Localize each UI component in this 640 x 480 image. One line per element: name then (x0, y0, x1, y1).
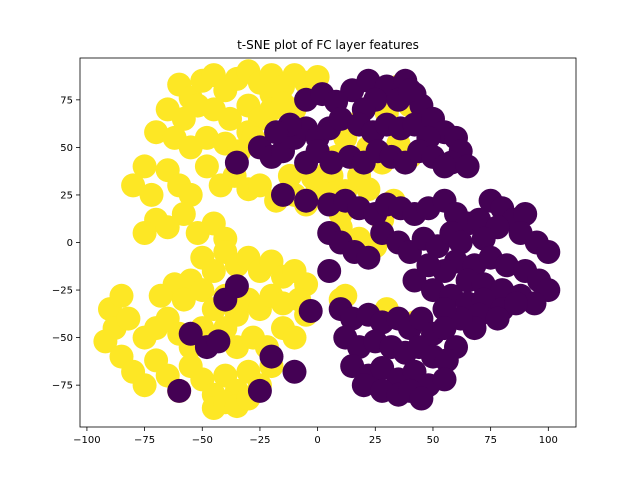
scatter-point-s0-83 (93, 329, 118, 354)
scatter-point-s0-48 (277, 163, 302, 188)
scatter-point-s1-112 (432, 316, 457, 341)
scatter-point-s1-100 (485, 306, 510, 331)
scatter-point-s1-92 (402, 268, 427, 293)
scatter-point-s0-38 (194, 154, 219, 179)
scatter-point-s0-70 (190, 278, 215, 303)
scatter-point-s0-100 (132, 373, 157, 398)
scatter-point-s1-145 (294, 188, 319, 213)
scatter-point-s1-57 (467, 207, 492, 232)
x-tick-label: 50 (427, 435, 440, 446)
scatter-point-s1-1 (356, 68, 381, 93)
scatter-point-s1-45 (455, 154, 480, 179)
scatter-point-s1-129 (351, 373, 376, 398)
y-axis-ticks: −75 −50 −25 0 25 50 75 (52, 95, 80, 392)
scatter-point-s1-22 (328, 106, 353, 131)
x-tick-label: −25 (249, 435, 270, 446)
scatter-point-s0-28 (194, 125, 219, 150)
scatter-point-s1-81 (494, 253, 519, 278)
y-tick-label: 25 (60, 190, 73, 201)
scatter-point-s0-34 (139, 182, 164, 207)
x-tick-label: −75 (134, 435, 155, 446)
scatter-point-s1-140 (247, 378, 272, 403)
x-axis-ticks: −100 −75 −50 −25 0 25 50 75 100 (73, 427, 558, 446)
y-tick-label: 75 (60, 95, 73, 106)
scatter-point-s0-37 (178, 182, 203, 207)
scatter-point-s0-84 (116, 306, 141, 331)
scatter-point-s1-133 (409, 386, 434, 411)
scatter-point-s1-137 (224, 274, 249, 299)
y-tick-label: 0 (67, 238, 73, 249)
scatter-point-s1-9 (397, 78, 422, 103)
scatter-point-s1-19 (264, 120, 289, 145)
scatter-point-s1-93 (421, 278, 445, 303)
scatter-point-s1-141 (167, 378, 192, 403)
scatter-point-s1-128 (432, 367, 457, 392)
x-tick-label: 100 (539, 435, 558, 446)
scatter-point-s1-76 (536, 240, 561, 264)
scatter-point-s1-135 (206, 329, 231, 354)
scatter-point-s1-72 (513, 202, 538, 226)
scatter-point-s1-77 (471, 226, 496, 251)
scatter-point-s0-97 (282, 325, 307, 350)
scatter-point-s0-69 (171, 287, 196, 312)
scatter-point-s1-61 (356, 245, 381, 270)
scatter-point-s1-144 (271, 182, 295, 207)
y-tick-label: −25 (52, 286, 73, 297)
x-tick-label: 25 (369, 435, 382, 446)
scatter-point-s1-98 (504, 291, 528, 316)
x-tick-label: −100 (73, 435, 100, 446)
scatter-point-s1-89 (522, 291, 547, 316)
scatter-point-s1-91 (416, 253, 441, 278)
scatter-point-s1-44 (432, 154, 457, 179)
scatter-point-s0-57 (201, 259, 226, 283)
scatter-point-s1-121 (434, 348, 459, 373)
scatter-point-s1-68 (448, 230, 473, 255)
scatter-point-s0-50 (132, 221, 157, 245)
scatter-point-s1-103 (432, 297, 457, 322)
scatter-point-s0-33 (121, 173, 146, 198)
scatter-point-s1-147 (317, 259, 342, 283)
scatter-point-s0-132 (356, 177, 381, 202)
scatter-points (93, 59, 561, 420)
x-tick-label: −50 (192, 435, 213, 446)
scatter-point-s1-138 (259, 344, 284, 369)
scatter-point-s1-139 (282, 359, 307, 384)
y-tick-label: −75 (52, 381, 73, 392)
scatter-point-s0-25 (144, 120, 169, 145)
scatter-point-s0-68 (148, 283, 173, 308)
y-tick-label: −50 (52, 333, 73, 344)
scatter-point-s1-142 (178, 321, 203, 346)
scatter-point-s0-42 (247, 173, 272, 198)
scatter-point-s0-51 (155, 215, 180, 240)
scatter-point-s1-143 (298, 299, 323, 323)
scatter-point-s1-36 (319, 150, 344, 175)
scatter-point-s0-32 (132, 154, 157, 179)
scatter-point-s1-146 (224, 150, 249, 175)
scatter-point-s0-81 (109, 283, 134, 308)
chart-title: t-SNE plot of FC layer features (237, 38, 419, 52)
scatter-point-s0-52 (171, 202, 196, 226)
scatter-point-s0-18 (218, 106, 242, 131)
x-tick-label: 0 (314, 435, 320, 446)
x-tick-label: 75 (484, 435, 497, 446)
y-tick-label: 50 (60, 143, 73, 154)
